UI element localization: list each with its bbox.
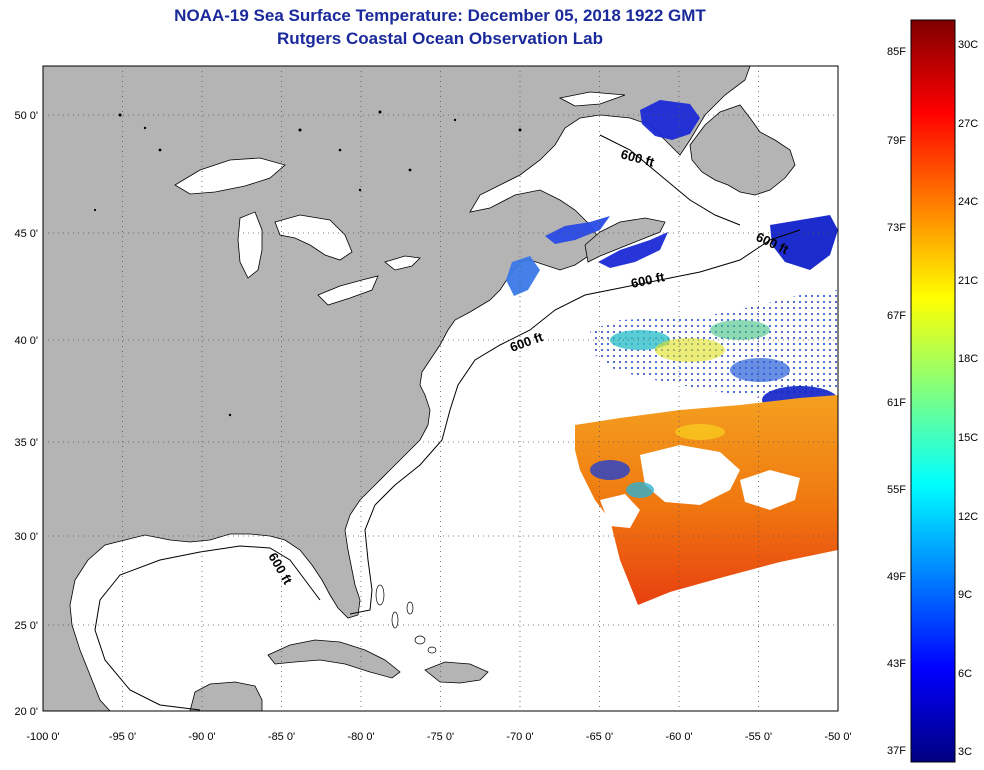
longitude-tick-label: -90 0'	[188, 731, 215, 743]
latitude-labels: 50 0' 45 0' 40 0' 35 0' 30 0' 25 0' 20 0'	[14, 110, 38, 718]
inland-lakes	[93, 110, 522, 417]
colorbar-c-label: 24C	[958, 196, 978, 208]
longitude-tick-label: -65 0'	[586, 731, 613, 743]
isobath-label: 600 ft	[630, 269, 667, 291]
land-newfoundland	[689, 104, 796, 196]
map-subtitle: Rutgers Coastal Ocean Observation Lab	[277, 29, 603, 48]
longitude-tick-label: -95 0'	[109, 731, 136, 743]
colorbar-f-label: 55F	[887, 484, 906, 496]
land-nova-scotia	[584, 217, 666, 263]
colorbar-c-label: 15C	[958, 432, 978, 444]
colorbar-c-label: 6C	[958, 668, 972, 680]
longitude-tick-label: -85 0'	[268, 731, 295, 743]
colorbar-c-label: 3C	[958, 746, 972, 758]
longitude-labels: -100 0' -95 0' -90 0' -85 0' -80 0' -75 0' -70…	[26, 731, 851, 743]
latitude-tick-label: 45 0'	[14, 228, 38, 240]
colorbar-f-label: 49F	[887, 571, 906, 583]
longitude-tick-label: -50 0'	[824, 731, 851, 743]
longitude-tick-label: -55 0'	[745, 731, 772, 743]
isobath-600ft-line	[94, 229, 801, 711]
longitude-tick-label: -70 0'	[506, 731, 533, 743]
colorbar-f-label: 73F	[887, 222, 906, 234]
colorbar-fahrenheit-labels: 85F 79F 73F 67F 61F 55F 49F 43F 37F	[887, 46, 906, 757]
longitude-tick-label: -80 0'	[347, 731, 374, 743]
colorbar-f-label: 85F	[887, 46, 906, 58]
great-lakes	[174, 91, 626, 306]
map-title: NOAA-19 Sea Surface Temperature: Decembe…	[174, 6, 706, 25]
colorbar	[910, 19, 956, 763]
colorbar-f-label: 67F	[887, 310, 906, 322]
colorbar-f-label: 37F	[887, 745, 906, 757]
colorbar-f-label: 43F	[887, 658, 906, 670]
longitude-tick-label: -100 0'	[26, 731, 59, 743]
colorbar-c-label: 30C	[958, 39, 978, 51]
land-cuba	[267, 639, 401, 679]
isobath-600ft-line-north	[599, 134, 741, 226]
latitude-tick-label: 50 0'	[14, 110, 38, 122]
colorbar-celsius-labels: 30C 27C 24C 21C 18C 15C 12C 9C 6C 3C	[958, 39, 978, 758]
colorbar-c-label: 12C	[958, 511, 978, 523]
latitude-tick-label: 20 0'	[14, 706, 38, 718]
latitude-tick-label: 25 0'	[14, 620, 38, 632]
land-bahamas	[375, 584, 437, 654]
colorbar-c-label: 18C	[958, 353, 978, 365]
latitude-tick-label: 40 0'	[14, 335, 38, 347]
colorbar-c-label: 27C	[958, 118, 978, 130]
colorbar-c-label: 21C	[958, 275, 978, 287]
latitude-tick-label: 35 0'	[14, 437, 38, 449]
colorbar-c-label: 9C	[958, 589, 972, 601]
latitude-tick-label: 30 0'	[14, 531, 38, 543]
colorbar-f-label: 79F	[887, 135, 906, 147]
land-hispaniola	[424, 661, 489, 684]
sst-cloud-gaps	[590, 424, 800, 528]
colorbar-f-label: 61F	[887, 397, 906, 409]
land-yucatan	[189, 681, 263, 711]
longitude-tick-label: -60 0'	[665, 731, 692, 743]
longitude-tick-label: -75 0'	[427, 731, 454, 743]
sst-cold-coastal	[506, 100, 838, 296]
